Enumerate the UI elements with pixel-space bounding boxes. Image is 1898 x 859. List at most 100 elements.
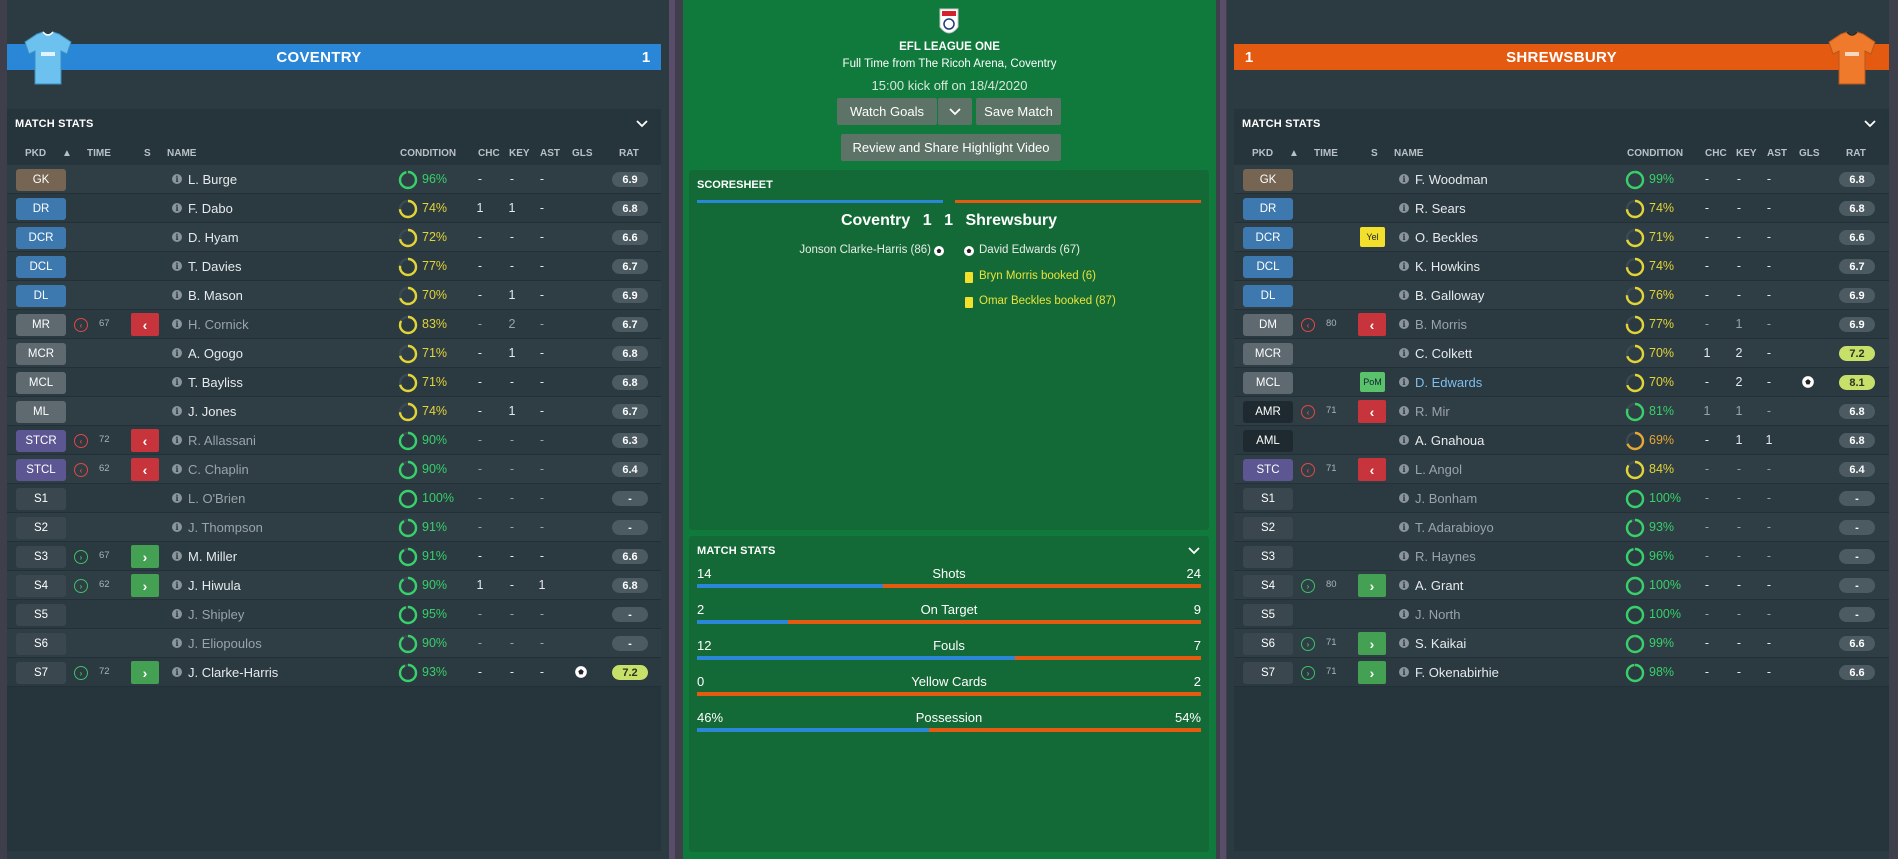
table-row[interactable]: GK i F. Woodman 99% - - - 6.8 [1234,165,1889,194]
info-icon[interactable]: i [1399,348,1409,358]
col-gls[interactable]: GLS [1799,148,1820,159]
col-chc[interactable]: CHC [1705,148,1727,159]
team-stats-header[interactable]: MATCH STATS [689,536,1209,566]
col-gls[interactable]: GLS [572,148,593,159]
away-booking-event[interactable]: Bryn Morris booked (6) [979,270,1096,282]
watch-goals-dropdown[interactable] [938,98,972,125]
table-row[interactable]: MCL PoM i D. Edwards 70% - 2 - 8.1 [1234,368,1889,397]
table-row[interactable]: GK i L. Burge 96% - - - 6.9 [7,165,661,194]
watch-goals-button[interactable]: Watch Goals [837,98,937,125]
info-icon[interactable]: i [1399,522,1409,532]
home-panel-header[interactable]: MATCH STATS [7,109,661,139]
review-share-button[interactable]: Review and Share Highlight Video [841,134,1061,161]
table-row[interactable]: S2 i T. Adarabioyo 93% - - - - [1234,513,1889,542]
table-row[interactable]: S4 › 62 › i J. Hiwula 90% 1 - 1 6.8 [7,571,661,600]
player-name[interactable]: D. Edwards [1415,375,1483,390]
sort-asc-icon[interactable]: ▲ [1289,148,1299,159]
info-icon[interactable]: i [1399,174,1409,184]
chevron-down-icon[interactable] [635,117,649,131]
chevron-down-icon[interactable] [1863,117,1877,131]
player-name[interactable]: R. Mir [1415,404,1450,419]
player-name[interactable]: T. Davies [188,259,242,274]
col-name[interactable]: NAME [1394,148,1424,159]
col-time[interactable]: TIME [87,148,111,159]
col-s[interactable]: S [144,148,151,159]
player-name[interactable]: L. Angol [1415,462,1462,477]
info-icon[interactable]: i [172,203,182,213]
info-icon[interactable]: i [1399,290,1409,300]
info-icon[interactable]: i [172,638,182,648]
player-name[interactable]: J. Eliopoulos [188,636,262,651]
table-row[interactable]: S6 › 71 › i S. Kaikai 99% - - - 6.6 [1234,629,1889,658]
player-name[interactable]: L. Burge [188,172,238,187]
player-name[interactable]: D. Hyam [188,230,239,245]
player-name[interactable]: R. Sears [1415,201,1466,216]
col-pkd[interactable]: PKD [25,148,47,159]
save-match-button[interactable]: Save Match [976,98,1061,125]
player-name[interactable]: J. Thompson [188,520,263,535]
table-row[interactable]: MCR i A. Ogogo 71% - 1 - 6.8 [7,339,661,368]
player-name[interactable]: A. Ogogo [188,346,243,361]
player-name[interactable]: S. Kaikai [1415,636,1467,651]
player-name[interactable]: J. Clarke-Harris [188,665,279,680]
col-s[interactable]: S [1371,148,1378,159]
home-goal-event[interactable]: Jonson Clarke-Harris (86) [799,244,931,256]
info-icon[interactable]: i [172,522,182,532]
player-name[interactable]: J. Jones [188,404,237,419]
info-icon[interactable]: i [172,261,182,271]
player-name[interactable]: J. North [1415,607,1461,622]
chevron-down-icon[interactable] [1187,544,1201,558]
away-goal-event[interactable]: David Edwards (67) [979,244,1080,256]
info-icon[interactable]: i [172,406,182,416]
player-name[interactable]: J. Hiwula [188,578,241,593]
info-icon[interactable]: i [1399,551,1409,561]
info-icon[interactable]: i [1399,232,1409,242]
table-row[interactable]: MR ‹ 67 ‹ i H. Cornick 83% - 2 - 6.7 [7,310,661,339]
player-name[interactable]: C. Chaplin [188,462,249,477]
info-icon[interactable]: i [1399,406,1409,416]
col-rat[interactable]: RAT [1846,148,1866,159]
table-row[interactable]: DCL i K. Howkins 74% - - - 6.7 [1234,252,1889,281]
info-icon[interactable]: i [1399,464,1409,474]
table-row[interactable]: DR i F. Dabo 74% 1 1 - 6.8 [7,194,661,223]
table-row[interactable]: ML i J. Jones 74% - 1 - 6.7 [7,397,661,426]
player-name[interactable]: T. Bayliss [188,375,243,390]
player-name[interactable]: O. Beckles [1415,230,1478,245]
scoreline-home-team[interactable]: Coventry [840,212,911,229]
player-name[interactable]: A. Grant [1415,578,1464,593]
table-row[interactable]: DCR Yel i O. Beckles 71% - - - 6.6 [1234,223,1889,252]
player-name[interactable]: B. Morris [1415,317,1467,332]
col-condition[interactable]: CONDITION [400,148,457,159]
table-row[interactable]: STCL ‹ 62 ‹ i C. Chaplin 90% - - - 6.4 [7,455,661,484]
table-row[interactable]: S5 i J. Shipley 95% - - - - [7,600,661,629]
col-name[interactable]: NAME [167,148,197,159]
scoreline-away-team[interactable]: Shrewsbury [965,212,1058,229]
col-key[interactable]: KEY [509,148,530,159]
player-name[interactable]: K. Howkins [1415,259,1481,274]
player-name[interactable]: J. Shipley [188,607,245,622]
info-icon[interactable]: i [172,174,182,184]
table-row[interactable]: DM ‹ 80 ‹ i B. Morris 77% - 1 - 6.9 [1234,310,1889,339]
info-icon[interactable]: i [1399,493,1409,503]
info-icon[interactable]: i [172,580,182,590]
info-icon[interactable]: i [172,435,182,445]
player-name[interactable]: L. O'Brien [188,491,246,506]
info-icon[interactable]: i [172,551,182,561]
info-icon[interactable]: i [172,348,182,358]
table-row[interactable]: S3 › 67 › i M. Miller 91% - - - 6.6 [7,542,661,571]
info-icon[interactable]: i [172,609,182,619]
info-icon[interactable]: i [1399,638,1409,648]
info-icon[interactable]: i [1399,261,1409,271]
table-row[interactable]: STC ‹ 71 ‹ i L. Angol 84% - - - 6.4 [1234,455,1889,484]
col-ast[interactable]: AST [540,148,560,159]
info-icon[interactable]: i [1399,319,1409,329]
col-condition[interactable]: CONDITION [1627,148,1684,159]
table-row[interactable]: S2 i J. Thompson 91% - - - - [7,513,661,542]
info-icon[interactable]: i [1399,609,1409,619]
col-chc[interactable]: CHC [478,148,500,159]
player-name[interactable]: F. Okenabirhie [1415,665,1499,680]
player-name[interactable]: R. Haynes [1415,549,1476,564]
table-row[interactable]: DCL i T. Davies 77% - - - 6.7 [7,252,661,281]
table-row[interactable]: S7 › 72 › i J. Clarke-Harris 93% - - - 7.2 [7,658,661,687]
away-booking-event[interactable]: Omar Beckles booked (87) [979,295,1116,307]
